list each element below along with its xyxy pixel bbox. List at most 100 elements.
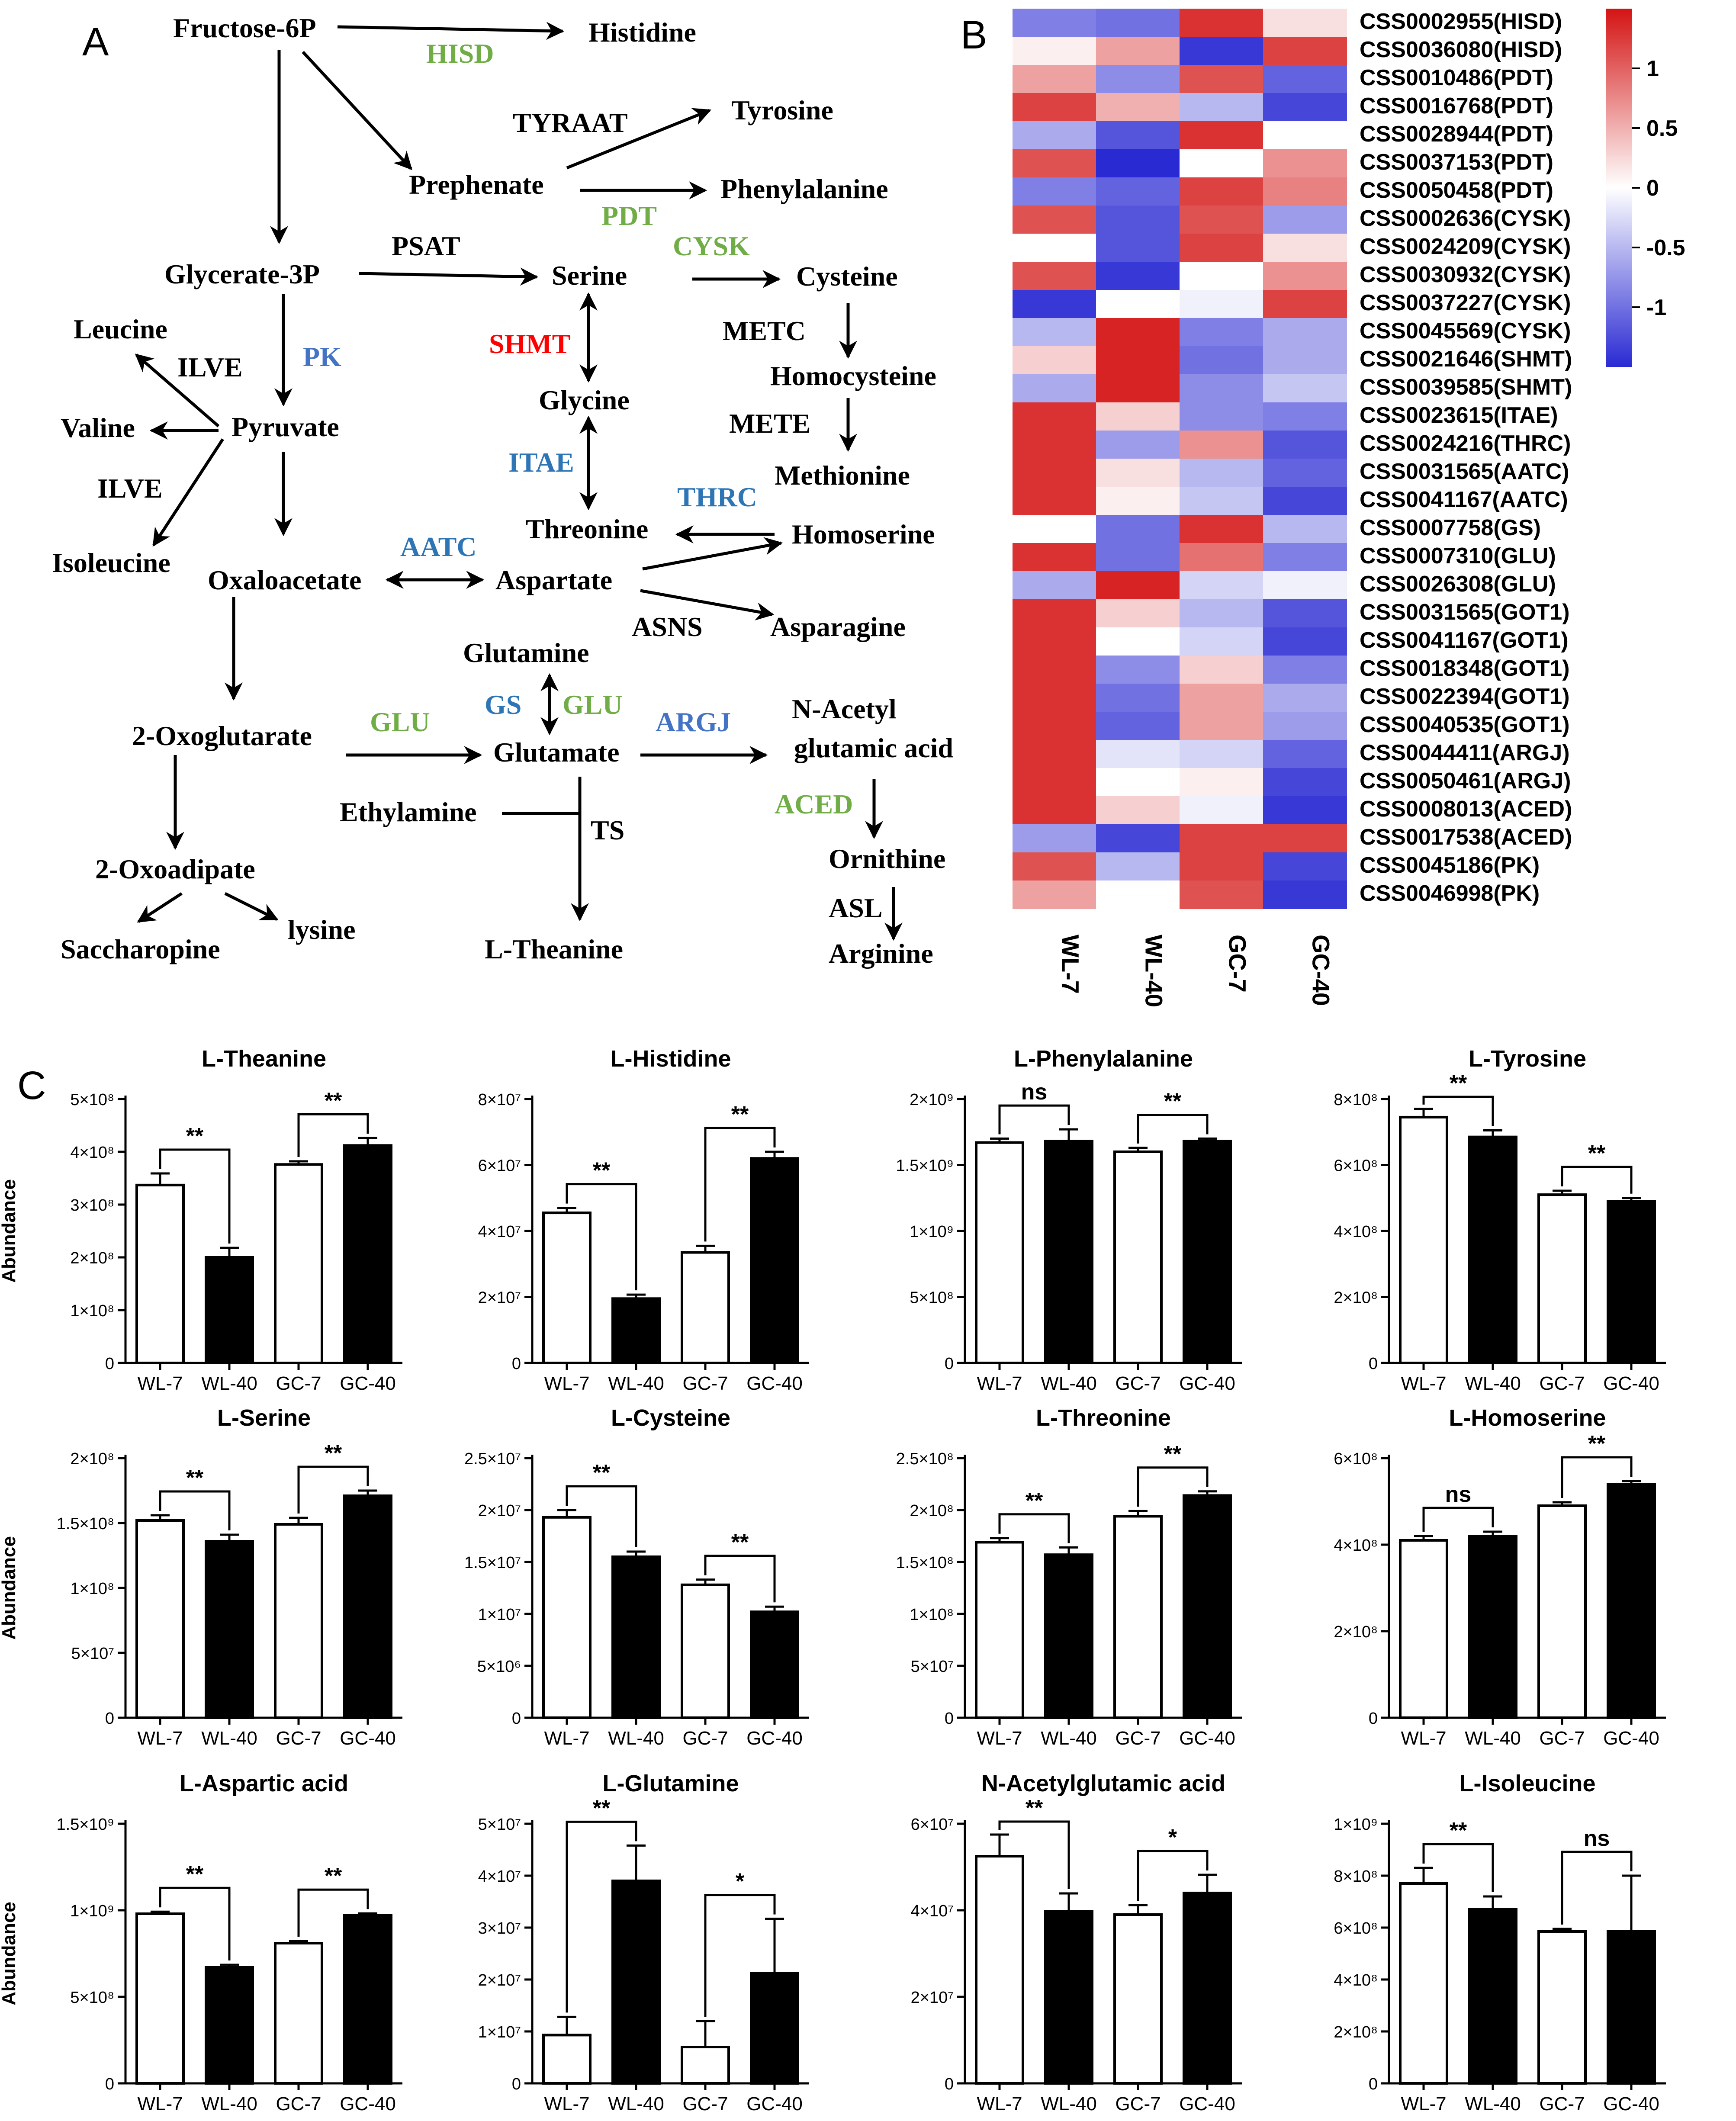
bar: [611, 1880, 661, 2085]
heatmap-cell: [1096, 599, 1180, 628]
metabolite-label: glutamic acid: [794, 733, 953, 763]
heatmap-cell: [1180, 402, 1263, 431]
metabolite-label: Saccharopine: [61, 934, 220, 964]
heatmap-cell: [1180, 824, 1263, 853]
heatmap-cell: [1096, 712, 1180, 740]
y-tick-label: 4×10⁷: [911, 1902, 954, 1920]
heatmap-cell: [1013, 515, 1096, 543]
significance-bracket: [159, 1148, 231, 1244]
heatmap-cell: [1180, 515, 1263, 543]
x-tick-label: WL-7: [1401, 1373, 1446, 1394]
heatmap-cell: [1013, 459, 1096, 487]
x-tick-label: GC-7: [1115, 1728, 1161, 1749]
significance-bracket: [159, 1886, 231, 1960]
panel-label-a: A: [82, 20, 109, 64]
significance-label: **: [186, 1862, 204, 1887]
heatmap-cell: [1180, 712, 1263, 740]
heatmap-cell: [1096, 206, 1180, 234]
heatmap-cell: [1180, 740, 1263, 768]
significance-bracket: [704, 1127, 776, 1242]
heatmap-cell: [1263, 206, 1347, 234]
bar-chart: L-Homoserine 0 2×10⁸ 4×10⁸ 6×10⁸ WL-7 WL-40 GC-…: [1334, 1405, 1666, 1749]
x-tick-label: WL-40: [1041, 2093, 1097, 2115]
x-tick-label: WL-7: [977, 1373, 1022, 1394]
heatmap-cell: [1263, 431, 1347, 459]
heatmap-cell: [1096, 431, 1180, 459]
y-tick-label: 2×10⁸: [70, 1450, 114, 1468]
heatmap-cell: [1263, 543, 1347, 572]
enzyme-label: ILVE: [97, 473, 163, 504]
x-tick-label: GC-40: [340, 2093, 396, 2115]
heatmap-row-label: CSS0046998(PK): [1360, 881, 1540, 906]
x-tick-label: GC-7: [682, 1728, 728, 1749]
chart-title: L-Tyrosine: [1469, 1046, 1586, 1072]
y-tick-label: 2×10⁸: [1334, 2023, 1378, 2041]
bar: [1399, 1539, 1448, 1719]
bar: [975, 1541, 1024, 1719]
colorbar-tick-label: -0.5: [1646, 235, 1685, 260]
x-tick-label: GC-40: [746, 1728, 803, 1749]
bar: [750, 1157, 799, 1364]
bar: [1468, 1908, 1517, 2085]
heatmap-cell: [1263, 459, 1347, 487]
significance-bracket: [1561, 1166, 1633, 1194]
bar: [1399, 1882, 1448, 2085]
chart-title: L-Threonine: [1036, 1405, 1171, 1431]
bar-chart: L-Phenylalanine 0 5×10⁸ 1×10⁹ 1.5×10⁹ 2×10⁹ WL…: [896, 1046, 1242, 1394]
bar-chart: L-Aspartic acid 0 5×10⁸ 1×10⁹ 1.5×10⁹ Abundan…: [0, 1771, 402, 2115]
heatmap-cell: [1263, 656, 1347, 684]
enzyme-label: METC: [723, 315, 806, 346]
x-tick-label: WL-40: [1465, 1728, 1521, 1749]
significance-label: ns: [1584, 1826, 1610, 1851]
significance-label: **: [1450, 1818, 1467, 1843]
bar: [135, 1519, 185, 1719]
heatmap-cell: [1096, 177, 1180, 206]
y-tick-label: 5×10⁸: [70, 1989, 114, 2007]
bar: [1468, 1535, 1517, 1719]
significance-label: **: [593, 1796, 611, 1821]
x-tick-label: WL-40: [201, 1373, 257, 1394]
x-tick-label: WL-40: [608, 2093, 664, 2115]
y-tick-label: 0: [105, 1355, 114, 1373]
heatmap-cell: [1013, 543, 1096, 572]
heatmap-cell: [1096, 149, 1180, 178]
x-tick-label: WL-7: [544, 1728, 589, 1749]
heatmap-cell: [1263, 852, 1347, 881]
heatmap-cell: [1263, 262, 1347, 290]
y-tick-label: 2.5×10⁷: [464, 1450, 521, 1468]
heatmap-cell: [1013, 149, 1096, 178]
x-tick-label: GC-40: [746, 1373, 803, 1394]
x-tick-label: WL-40: [1465, 2093, 1521, 2115]
heatmap-cell: [1263, 149, 1347, 178]
heatmap-cell: [1180, 346, 1263, 375]
significance-bracket: [1422, 1843, 1494, 1892]
y-tick-label: 1×10⁸: [70, 1580, 114, 1598]
x-tick-label: GC-7: [1115, 1373, 1161, 1394]
x-tick-label: GC-40: [1179, 2093, 1235, 2115]
enzyme-label: GLU: [370, 707, 430, 737]
enzyme-label: TYRAAT: [513, 107, 628, 138]
heatmap-cell: [1096, 627, 1180, 656]
significance-bracket: [704, 1555, 776, 1603]
y-tick-label: 2×10⁸: [910, 1502, 954, 1520]
x-tick-label: WL-7: [1401, 2093, 1446, 2115]
x-tick-label: WL-7: [544, 2093, 589, 2115]
bar: [205, 1256, 254, 1364]
heatmap-row-label: CSS0007758(GS): [1360, 515, 1541, 540]
y-tick-label: 0: [945, 2075, 954, 2093]
heatmap-row-label: CSS0021646(SHMT): [1360, 347, 1572, 372]
colorbar-tick-label: -1: [1646, 295, 1666, 320]
x-tick-label: GC-7: [682, 2093, 728, 2115]
significance-bracket: [566, 1485, 637, 1547]
heatmap-column-label: WL-40: [1141, 935, 1168, 1007]
significance-bracket: [159, 1490, 231, 1530]
significance-label: *: [736, 1869, 745, 1894]
metabolite-label: 2-Oxoglutarate: [132, 720, 312, 751]
heatmap-cell: [1013, 824, 1096, 853]
significance-bracket: [1422, 1507, 1494, 1532]
heatmap-cell: [1180, 290, 1263, 318]
y-axis-label: Abundance: [0, 1536, 19, 1640]
y-axis-label: Abundance: [0, 1902, 19, 2005]
significance-label: **: [1164, 1442, 1182, 1467]
y-tick-label: 5×10⁷: [71, 1645, 114, 1663]
